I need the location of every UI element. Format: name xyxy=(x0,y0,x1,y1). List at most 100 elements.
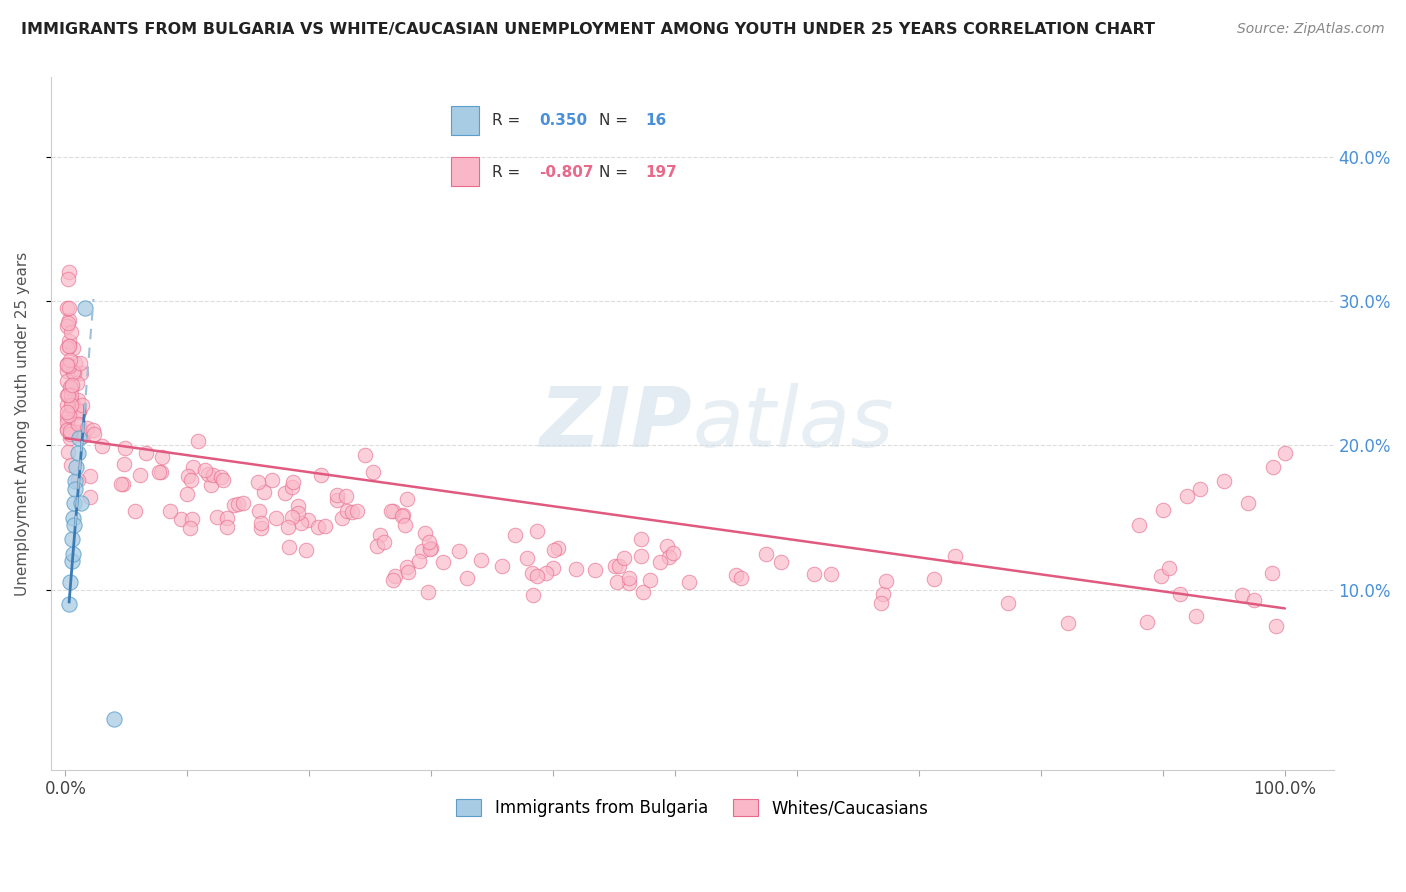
Point xyxy=(617,576,640,591)
Point xyxy=(396,565,419,579)
Point xyxy=(56,301,79,315)
Point xyxy=(55,397,77,411)
Point xyxy=(273,485,295,500)
Point xyxy=(1185,609,1208,624)
Point xyxy=(65,425,87,439)
Point xyxy=(55,374,77,388)
Point xyxy=(564,562,586,576)
Point xyxy=(67,417,90,431)
Point xyxy=(326,493,349,508)
Point xyxy=(76,421,98,435)
Point xyxy=(307,520,329,534)
Point xyxy=(606,574,628,589)
Point xyxy=(58,339,80,353)
Point xyxy=(1157,561,1180,575)
Point xyxy=(526,524,548,538)
Point xyxy=(638,573,661,587)
Bar xyxy=(451,106,478,135)
Point xyxy=(264,510,287,524)
Point xyxy=(262,473,284,487)
Point xyxy=(247,475,270,490)
Point xyxy=(58,313,80,327)
Point xyxy=(419,541,441,556)
Text: -0.807: -0.807 xyxy=(538,165,593,179)
Point xyxy=(59,575,82,590)
Point xyxy=(179,521,201,535)
Point xyxy=(135,446,157,460)
Point xyxy=(655,539,678,553)
Point xyxy=(382,504,405,518)
Point xyxy=(287,499,309,513)
Point xyxy=(1274,445,1296,459)
Point xyxy=(56,445,79,459)
Point xyxy=(617,571,640,585)
Point xyxy=(197,467,219,482)
Point xyxy=(526,569,548,583)
Point xyxy=(59,431,82,445)
Text: R =: R = xyxy=(492,165,526,179)
Point xyxy=(55,388,77,402)
Point xyxy=(63,496,86,510)
Point xyxy=(277,540,299,554)
Point xyxy=(187,434,209,448)
Point xyxy=(368,528,391,542)
Text: ZIP: ZIP xyxy=(540,384,692,464)
Point xyxy=(83,427,105,442)
Point xyxy=(176,487,198,501)
Point xyxy=(103,713,125,727)
Point xyxy=(114,441,136,455)
Point xyxy=(60,554,83,568)
Point xyxy=(380,504,402,518)
Point xyxy=(447,543,470,558)
Point xyxy=(209,470,232,484)
Point xyxy=(60,458,83,473)
Point xyxy=(922,572,945,586)
Point xyxy=(366,539,388,553)
Point xyxy=(249,521,271,535)
Point xyxy=(60,387,83,401)
Point xyxy=(470,553,492,567)
Point xyxy=(111,476,134,491)
Point xyxy=(875,574,897,589)
Point xyxy=(59,426,82,441)
Point xyxy=(1260,566,1282,581)
Point xyxy=(60,378,83,392)
Point xyxy=(58,409,80,423)
Point xyxy=(56,318,79,333)
Point xyxy=(67,404,90,418)
Point xyxy=(872,587,894,601)
Point xyxy=(232,495,254,509)
Point xyxy=(60,393,83,408)
Point xyxy=(662,546,685,560)
Point xyxy=(730,571,752,585)
Point xyxy=(413,525,436,540)
Point xyxy=(72,429,94,443)
Point xyxy=(1128,517,1150,532)
Point xyxy=(394,517,416,532)
Point xyxy=(67,431,90,445)
Point xyxy=(432,555,454,569)
Point xyxy=(311,467,333,482)
Point xyxy=(65,460,87,475)
Bar xyxy=(451,157,478,186)
Text: 0.350: 0.350 xyxy=(538,113,586,128)
Point xyxy=(547,541,569,555)
Point xyxy=(58,359,80,373)
Point xyxy=(70,496,93,510)
Point xyxy=(503,528,526,542)
Point xyxy=(62,547,84,561)
Point xyxy=(181,511,204,525)
Point xyxy=(59,398,82,412)
Point xyxy=(62,397,84,411)
Point xyxy=(287,506,309,520)
Point xyxy=(1175,489,1198,503)
Point xyxy=(82,423,104,437)
Point xyxy=(536,566,558,580)
Point xyxy=(381,573,404,587)
Text: 16: 16 xyxy=(645,113,666,128)
Point xyxy=(112,458,135,472)
Point xyxy=(1212,475,1234,489)
Point xyxy=(392,508,415,523)
Point xyxy=(295,542,318,557)
Point xyxy=(58,316,80,330)
